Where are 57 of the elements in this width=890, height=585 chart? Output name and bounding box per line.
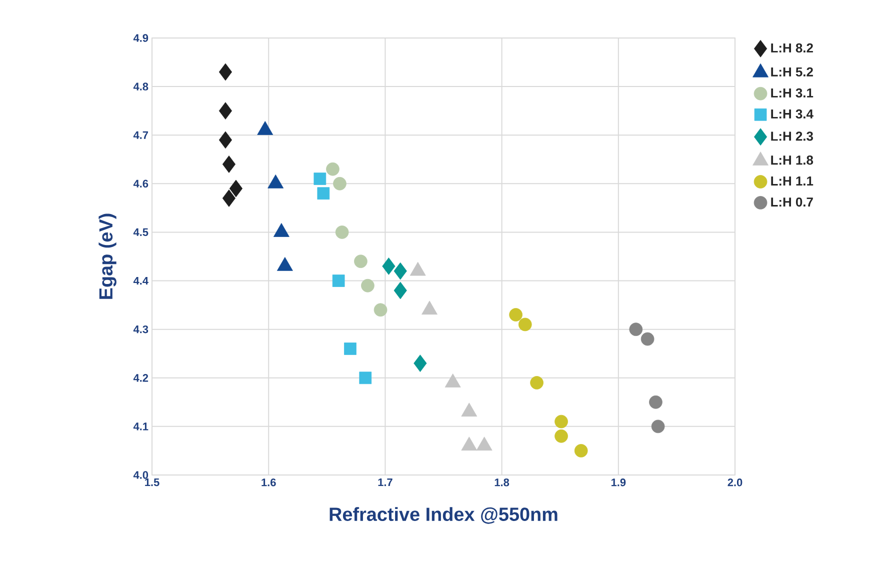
- y-tick-label: 4.3: [133, 325, 148, 334]
- legend-label: L:H 1.1: [771, 176, 814, 186]
- y-axis-title: Egap (eV): [98, 214, 116, 299]
- point: [326, 162, 340, 176]
- x-tick-label: 1.7: [378, 478, 392, 486]
- point: [649, 395, 662, 409]
- point: [218, 63, 232, 81]
- y-tick-label: 4.0: [133, 471, 148, 479]
- point: [359, 372, 372, 384]
- y-tick-label: 4.6: [133, 180, 148, 188]
- point: [332, 274, 345, 287]
- legend-label: L:H 0.7: [771, 197, 813, 207]
- point: [414, 354, 427, 372]
- x-tick-label: 1.8: [494, 478, 510, 486]
- point: [518, 318, 532, 332]
- point: [354, 254, 368, 268]
- legend-label: L:H 1.8: [771, 156, 814, 165]
- point: [554, 429, 568, 443]
- point: [629, 322, 643, 336]
- point: [361, 278, 374, 292]
- point: [651, 420, 665, 434]
- x-tick-label: 2.0: [728, 478, 742, 486]
- point: [218, 131, 232, 149]
- y-tick-label: 4.5: [133, 228, 148, 236]
- point: [333, 176, 346, 190]
- legend-label: L:H 5.2: [771, 67, 813, 76]
- legend-label: L:H 2.3: [771, 132, 813, 141]
- point: [222, 190, 236, 207]
- y-tick-label: 4.8: [133, 82, 148, 90]
- y-tick-label: 4.9: [133, 34, 148, 42]
- x-tick-label: 1.5: [145, 478, 160, 486]
- x-axis-title: Refractive Index @550nm: [330, 507, 558, 524]
- point: [374, 303, 388, 317]
- y-tick-label: 4.7: [133, 131, 148, 139]
- point: [317, 187, 330, 200]
- x-tick-label: 1.6: [262, 478, 276, 486]
- point: [530, 376, 544, 390]
- point: [394, 282, 407, 300]
- point: [554, 414, 568, 428]
- point: [344, 342, 356, 355]
- point: [218, 102, 232, 120]
- point: [509, 308, 522, 322]
- legend-label: L:H 8.2: [771, 43, 813, 53]
- legend-label: L:H 3.4: [771, 109, 814, 119]
- legend-label: L:H 3.1: [771, 88, 814, 98]
- point: [574, 444, 588, 458]
- point: [229, 180, 243, 198]
- point: [335, 226, 349, 239]
- y-tick-label: 4.4: [133, 277, 148, 285]
- point: [222, 156, 236, 173]
- y-tick-label: 4.2: [133, 374, 148, 382]
- point: [394, 262, 407, 280]
- point: [640, 332, 654, 346]
- x-tick-label: 1.9: [611, 478, 626, 486]
- point: [314, 172, 326, 185]
- point: [382, 258, 396, 275]
- y-tick-label: 4.1: [133, 422, 148, 430]
